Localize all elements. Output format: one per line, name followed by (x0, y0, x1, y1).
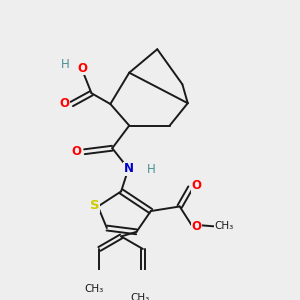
Text: O: O (71, 145, 81, 158)
Text: O: O (191, 179, 201, 192)
Text: S: S (90, 200, 100, 212)
Text: O: O (59, 98, 70, 110)
Text: CH₃: CH₃ (214, 221, 234, 231)
Text: H: H (147, 163, 155, 176)
Text: H: H (61, 58, 69, 71)
Text: O: O (191, 220, 201, 233)
Text: N: N (123, 162, 134, 175)
Text: CH₃: CH₃ (130, 293, 150, 300)
Text: CH₃: CH₃ (85, 284, 104, 294)
Text: O: O (78, 61, 88, 75)
